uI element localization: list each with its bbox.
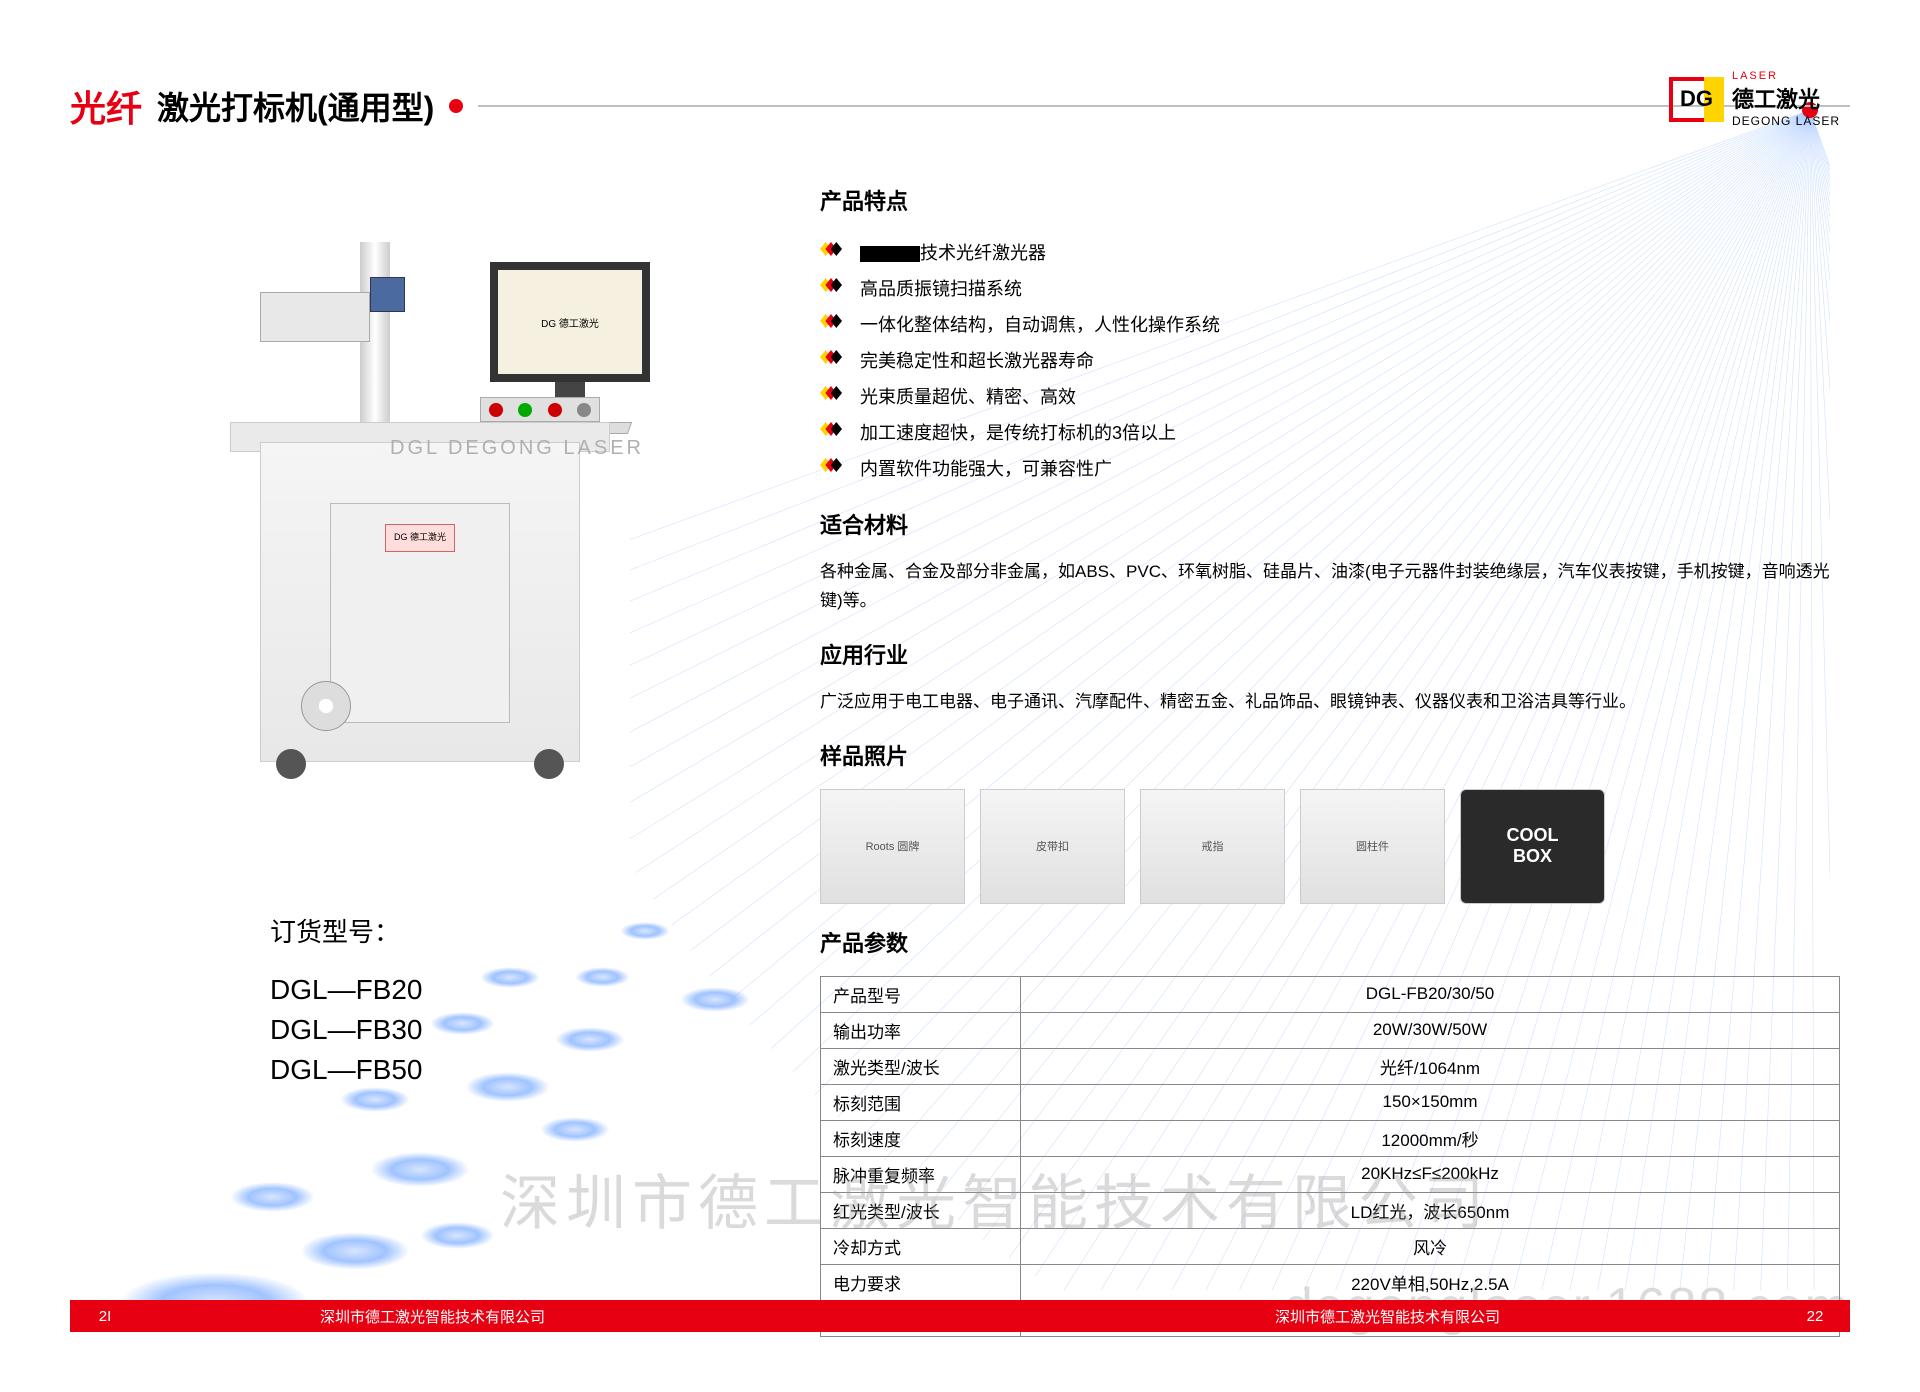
logo-mark: DG [1669, 77, 1724, 122]
feature-item: 技术光纤激光器 [820, 234, 1840, 270]
sample-photo: COOL BOX [1460, 789, 1605, 904]
table-row: 输出功率20W/30W/50W [821, 1012, 1840, 1048]
sample-photo: 皮带扣 [980, 789, 1125, 904]
table-cell: 标刻速度 [821, 1120, 1021, 1156]
page-number-left: 2I [70, 1308, 140, 1325]
logo-main: 德工激光 [1732, 82, 1840, 114]
ripple-decoration [120, 922, 770, 1352]
materials-title: 适合材料 [820, 508, 1840, 540]
footer-company-left: 深圳市德工激光智能技术有限公司 [320, 1306, 545, 1327]
materials-body: 各种金属、合金及部分非金属，如ABS、PVC、环氧树脂、硅晶片、油漆(电子元器件… [820, 558, 1840, 616]
sample-photo: 圆柱件 [1300, 789, 1445, 904]
product-image: DG 德工激光 DG 德工激光 [160, 222, 680, 762]
logo-sub: DEGONG LASER [1732, 114, 1840, 128]
feature-item: 光束质量超优、精密、高效 [820, 378, 1840, 414]
table-row: 标刻范围150×150mm [821, 1084, 1840, 1120]
features-title: 产品特点 [820, 184, 1840, 216]
table-cell: DGL-FB20/30/50 [1021, 976, 1840, 1012]
samples-title: 样品照片 [820, 739, 1840, 771]
features-list: 技术光纤激光器高品质振镜扫描系统一体化整体结构，自动调焦，人性化操作系统完美稳定… [820, 234, 1840, 486]
feature-item: 加工速度超快，是传统打标机的3倍以上 [820, 414, 1840, 450]
machine-watermark: DGL DEGONG LASER [390, 437, 644, 460]
specs-title: 产品参数 [820, 926, 1840, 958]
table-cell: 150×150mm [1021, 1084, 1840, 1120]
title-line [478, 105, 1850, 107]
table-row: 标刻速度12000mm/秒 [821, 1120, 1840, 1156]
title-black: 激光打标机(通用型) [157, 83, 434, 129]
table-cell: 产品型号 [821, 976, 1021, 1012]
watermark-company: 深圳市德工激光智能技术有限公司 [500, 1155, 1490, 1242]
table-cell: 输出功率 [821, 1012, 1021, 1048]
sample-photo: Roots 圆牌 [820, 789, 965, 904]
logo-top: LASER [1732, 70, 1840, 82]
sample-photo: 戒指 [1140, 789, 1285, 904]
title-red: 光纤 [70, 80, 142, 132]
table-cell: 12000mm/秒 [1021, 1120, 1840, 1156]
samples-row: Roots 圆牌皮带扣戒指圆柱件COOL BOX [820, 789, 1840, 904]
feature-item: 高品质振镜扫描系统 [820, 270, 1840, 306]
table-cell: 光纤/1064nm [1021, 1048, 1840, 1084]
industries-body: 广泛应用于电工电器、电子通讯、汽摩配件、精密五金、礼品饰品、眼镜钟表、仪器仪表和… [820, 688, 1840, 717]
page-number-right: 22 [1780, 1308, 1850, 1325]
title-bar: 光纤 激光打标机(通用型) [70, 80, 1850, 132]
industries-title: 应用行业 [820, 638, 1840, 670]
table-cell: 标刻范围 [821, 1084, 1021, 1120]
footer-bar: 2I 深圳市德工激光智能技术有限公司 深圳市德工激光智能技术有限公司 22 [70, 1300, 1850, 1332]
table-cell: 激光类型/波长 [821, 1048, 1021, 1084]
table-row: 激光类型/波长光纤/1064nm [821, 1048, 1840, 1084]
footer-company-right: 深圳市德工激光智能技术有限公司 [1275, 1306, 1500, 1327]
table-cell: 20W/30W/50W [1021, 1012, 1840, 1048]
red-dot-icon [449, 99, 463, 113]
feature-item: 一体化整体结构，自动调焦，人性化操作系统 [820, 306, 1840, 342]
feature-item: 内置软件功能强大，可兼容性广 [820, 450, 1840, 486]
feature-item: 完美稳定性和超长激光器寿命 [820, 342, 1840, 378]
table-row: 产品型号DGL-FB20/30/50 [821, 976, 1840, 1012]
table-cell: 电力要求 [821, 1264, 1021, 1300]
brand-logo: DG LASER 德工激光 DEGONG LASER [1669, 70, 1840, 128]
